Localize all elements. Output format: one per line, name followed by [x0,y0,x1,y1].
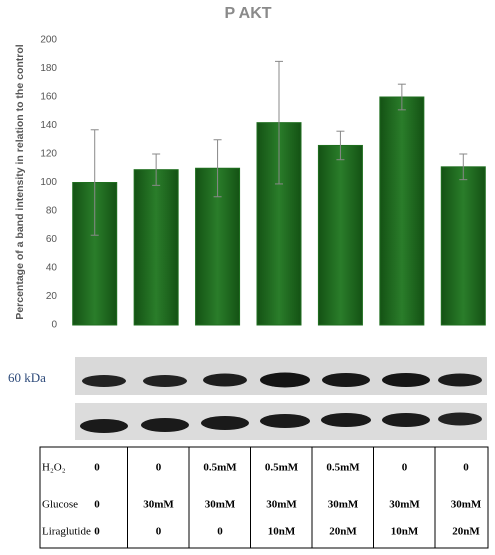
y-tick-label: 140 [40,120,57,131]
error-bar [459,153,468,181]
band [82,375,126,387]
table-cell: 30mM [143,499,174,511]
table-cell: 20nM [452,526,480,538]
y-tick-label: 100 [40,177,57,188]
y-tick-label: 160 [40,92,57,103]
table-cell: 30mM [328,499,359,511]
y-tick-label: 0 [51,320,57,331]
table-cell: 30mM [266,499,297,511]
y-tick-label: 60 [46,234,58,245]
error-bar [275,60,283,185]
table-cell: 20nM [329,526,357,538]
y-tick-label: 20 [46,291,58,302]
error-bar [152,153,161,186]
table-cell: 30mM [389,499,420,511]
bar [133,169,179,326]
row-label: H₂O₂ [42,462,66,474]
error-bar [397,83,406,111]
table-cell: 10nM [268,526,296,538]
error-bar [90,129,99,236]
band [321,413,371,427]
table-cell: 0 [94,499,100,511]
row-label: Glucose [42,499,78,511]
y-tick-label: 40 [46,263,58,274]
bar [379,96,425,326]
table-cell: 0 [156,462,162,474]
band [201,416,249,430]
table-cell: 0 [94,526,100,538]
band [143,375,187,387]
table-cell: 0 [463,462,469,474]
band [260,414,310,428]
table-cell: 0 [402,462,408,474]
band [260,372,310,388]
band [322,373,370,387]
row-label: Liraglutide [42,526,91,538]
table: H₂O₂ 0 0 0.5mM 0.5mM 0.5mM 0 0 Glucose 0 30mM 30mM 3… [42,447,482,548]
table-cell: 0 [217,526,223,538]
y-tick-label: 120 [40,149,57,160]
table-cell: 10nM [391,526,419,538]
table-cell: 0 [156,526,162,538]
chart-marks: 0 20 40 60 80 100 120 140 160 180 200 [40,35,486,331]
error-bar [336,130,345,161]
table-cell: 30mM [205,499,236,511]
table-cell: 0 [94,462,100,474]
y-axis-label: Percentage of a band intensity in relati… [14,44,26,319]
band [438,373,482,387]
y-tick-label: 200 [40,35,57,46]
band [141,418,189,432]
table-cell: 0.5mM [265,462,299,474]
blot-label: 60 kDa [8,370,46,385]
band [203,373,247,387]
table-border [39,446,489,549]
y-tick-label: 180 [40,63,57,74]
bar [440,166,486,326]
bar [317,144,363,326]
band [80,419,128,433]
band [382,413,430,427]
table-frame [39,446,489,549]
error-bar [213,139,222,198]
table-cell: 0.5mM [326,462,360,474]
blot-images [75,357,487,440]
band [438,412,482,426]
band [382,373,430,387]
y-tick-label: 80 [46,206,58,217]
table-cell: 0.5mM [203,462,237,474]
table-cell: 30mM [451,499,482,511]
chart-title: P AKT [224,5,271,22]
